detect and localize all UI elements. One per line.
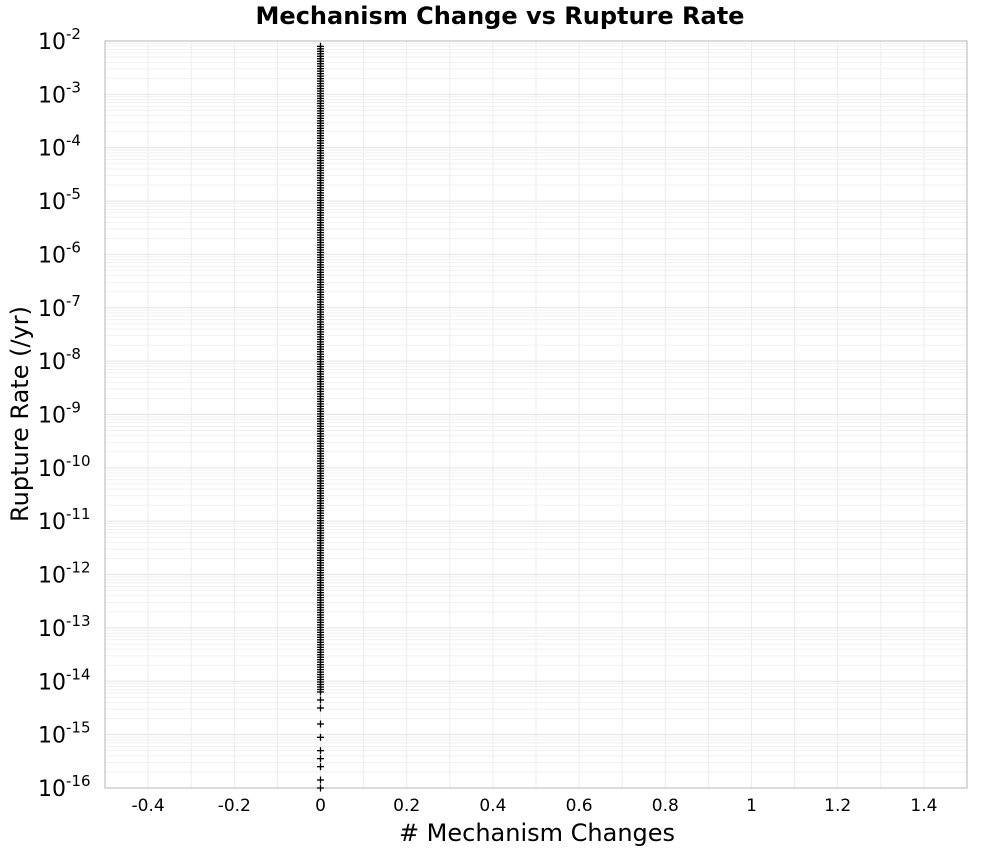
y-tick-label: 10 -13 <box>38 612 91 642</box>
y-tick-base: 10 <box>38 457 66 482</box>
data-point <box>317 784 324 792</box>
y-tick-base: 10 <box>38 777 66 802</box>
y-tick-label: 10 -8 <box>38 345 81 375</box>
y-tick-base: 10 <box>38 670 66 695</box>
y-tick-base: 10 <box>38 243 66 268</box>
x-tick-label: 1 <box>746 796 757 816</box>
y-tick-exponent: -6 <box>66 238 81 256</box>
data-points <box>317 42 324 792</box>
y-tick-label: 10 -11 <box>38 505 91 535</box>
y-tick-base: 10 <box>38 30 66 55</box>
data-point <box>317 755 324 763</box>
y-tick-base: 10 <box>38 83 66 108</box>
data-point <box>317 733 324 741</box>
y-tick-base: 10 <box>38 724 66 749</box>
data-point <box>317 696 324 704</box>
x-tick-label: 0.8 <box>652 796 679 816</box>
y-tick-base: 10 <box>38 510 66 535</box>
y-tick-base: 10 <box>38 617 66 642</box>
data-point <box>317 776 324 784</box>
x-tick-label: 1.4 <box>910 796 937 816</box>
y-tick-label: 10 -5 <box>38 185 81 215</box>
y-tick-exponent: -11 <box>66 505 91 523</box>
data-point <box>317 763 324 771</box>
y-tick-exponent: -3 <box>66 78 81 96</box>
y-tick-label: 10 -2 <box>38 25 81 55</box>
y-tick-label: 10 -14 <box>38 665 91 695</box>
y-tick-exponent: -10 <box>66 452 91 470</box>
x-tick-label: 0.6 <box>566 796 593 816</box>
x-tick-label: 1.2 <box>824 796 851 816</box>
y-tick-label: 10 -3 <box>38 78 81 108</box>
data-point <box>317 704 324 712</box>
y-tick-label: 10 -6 <box>38 238 81 268</box>
y-tick-label: 10 -16 <box>38 772 91 802</box>
y-tick-exponent: -15 <box>66 719 91 737</box>
y-tick-exponent: -13 <box>66 612 91 630</box>
x-tick-label: 0 <box>315 796 326 816</box>
data-point <box>317 42 324 50</box>
y-tick-exponent: -9 <box>66 399 81 417</box>
y-tick-label: 10 -4 <box>38 132 81 162</box>
y-tick-label: 10 -10 <box>38 452 91 482</box>
x-tick-label: 0.4 <box>479 796 506 816</box>
y-tick-exponent: -5 <box>66 185 81 203</box>
y-tick-label: 10 -12 <box>38 559 91 589</box>
y-tick-base: 10 <box>38 404 66 429</box>
y-tick-base: 10 <box>38 350 66 375</box>
y-tick-label: 10 -7 <box>38 292 81 322</box>
y-tick-label: 10 -15 <box>38 719 91 749</box>
y-tick-label: 10 -9 <box>38 399 81 429</box>
data-point <box>317 747 324 755</box>
grid <box>104 41 968 789</box>
chart-title: Mechanism Change vs Rupture Rate <box>256 2 745 30</box>
y-tick-exponent: -14 <box>66 665 91 683</box>
x-axis-ticks: -0.4 -0.2 0 0.2 0.4 0.6 0.8 1 1.2 1.4 <box>132 796 938 816</box>
y-tick-base: 10 <box>38 190 66 215</box>
x-tick-label: -0.4 <box>132 796 165 816</box>
x-tick-label: -0.2 <box>218 796 251 816</box>
plot-area <box>104 40 968 789</box>
y-tick-exponent: -8 <box>66 345 81 363</box>
y-tick-base: 10 <box>38 564 66 589</box>
y-axis-label: Rupture Rate (/yr) <box>6 306 34 522</box>
y-tick-exponent: -16 <box>66 772 91 790</box>
x-axis-label: # Mechanism Changes <box>399 819 675 847</box>
x-tick-label: 0.2 <box>393 796 420 816</box>
y-tick-exponent: -7 <box>66 292 81 310</box>
y-tick-exponent: -2 <box>66 25 81 43</box>
y-tick-exponent: -12 <box>66 559 91 577</box>
y-tick-base: 10 <box>38 137 66 162</box>
data-point <box>317 720 324 728</box>
y-tick-exponent: -4 <box>66 132 81 150</box>
y-tick-base: 10 <box>38 297 66 322</box>
